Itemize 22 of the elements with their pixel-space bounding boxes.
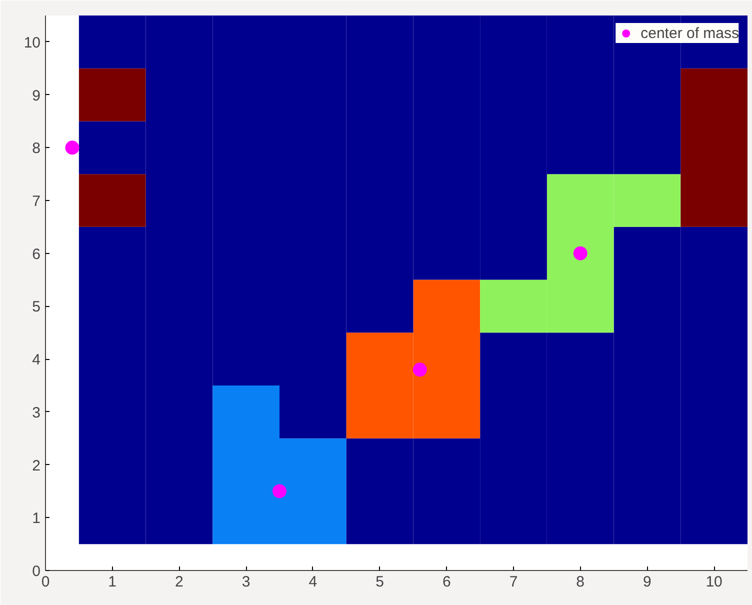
y-tick-label: 6 [32,246,40,263]
x-tick-label: 7 [509,574,518,590]
x-tick-label: 8 [576,574,585,590]
x-tick-label: 9 [643,574,652,590]
x-tick-label: 3 [242,574,250,590]
x-tick-label: 1 [108,574,117,590]
y-tick-label: 0 [32,563,40,580]
x-tick-label: 4 [308,574,318,590]
y-tick-label: 10 [24,34,41,52]
y-tick-label: 1 [32,510,40,528]
legend-label: center of mass [640,24,739,42]
y-tick-label: 8 [32,140,40,158]
y-tick-label: 5 [32,298,40,316]
y-tick-label: 4 [32,352,40,369]
x-tick-label: 6 [442,574,451,590]
x-tick-label: 5 [376,574,384,590]
x-tick-label: 10 [706,574,722,590]
x-tick-label: 2 [175,574,184,590]
y-tick-label: 7 [32,193,40,210]
y-tick-label: 9 [32,87,40,104]
y-tick-label: 3 [32,404,40,422]
y-tick-label: 2 [32,457,40,474]
